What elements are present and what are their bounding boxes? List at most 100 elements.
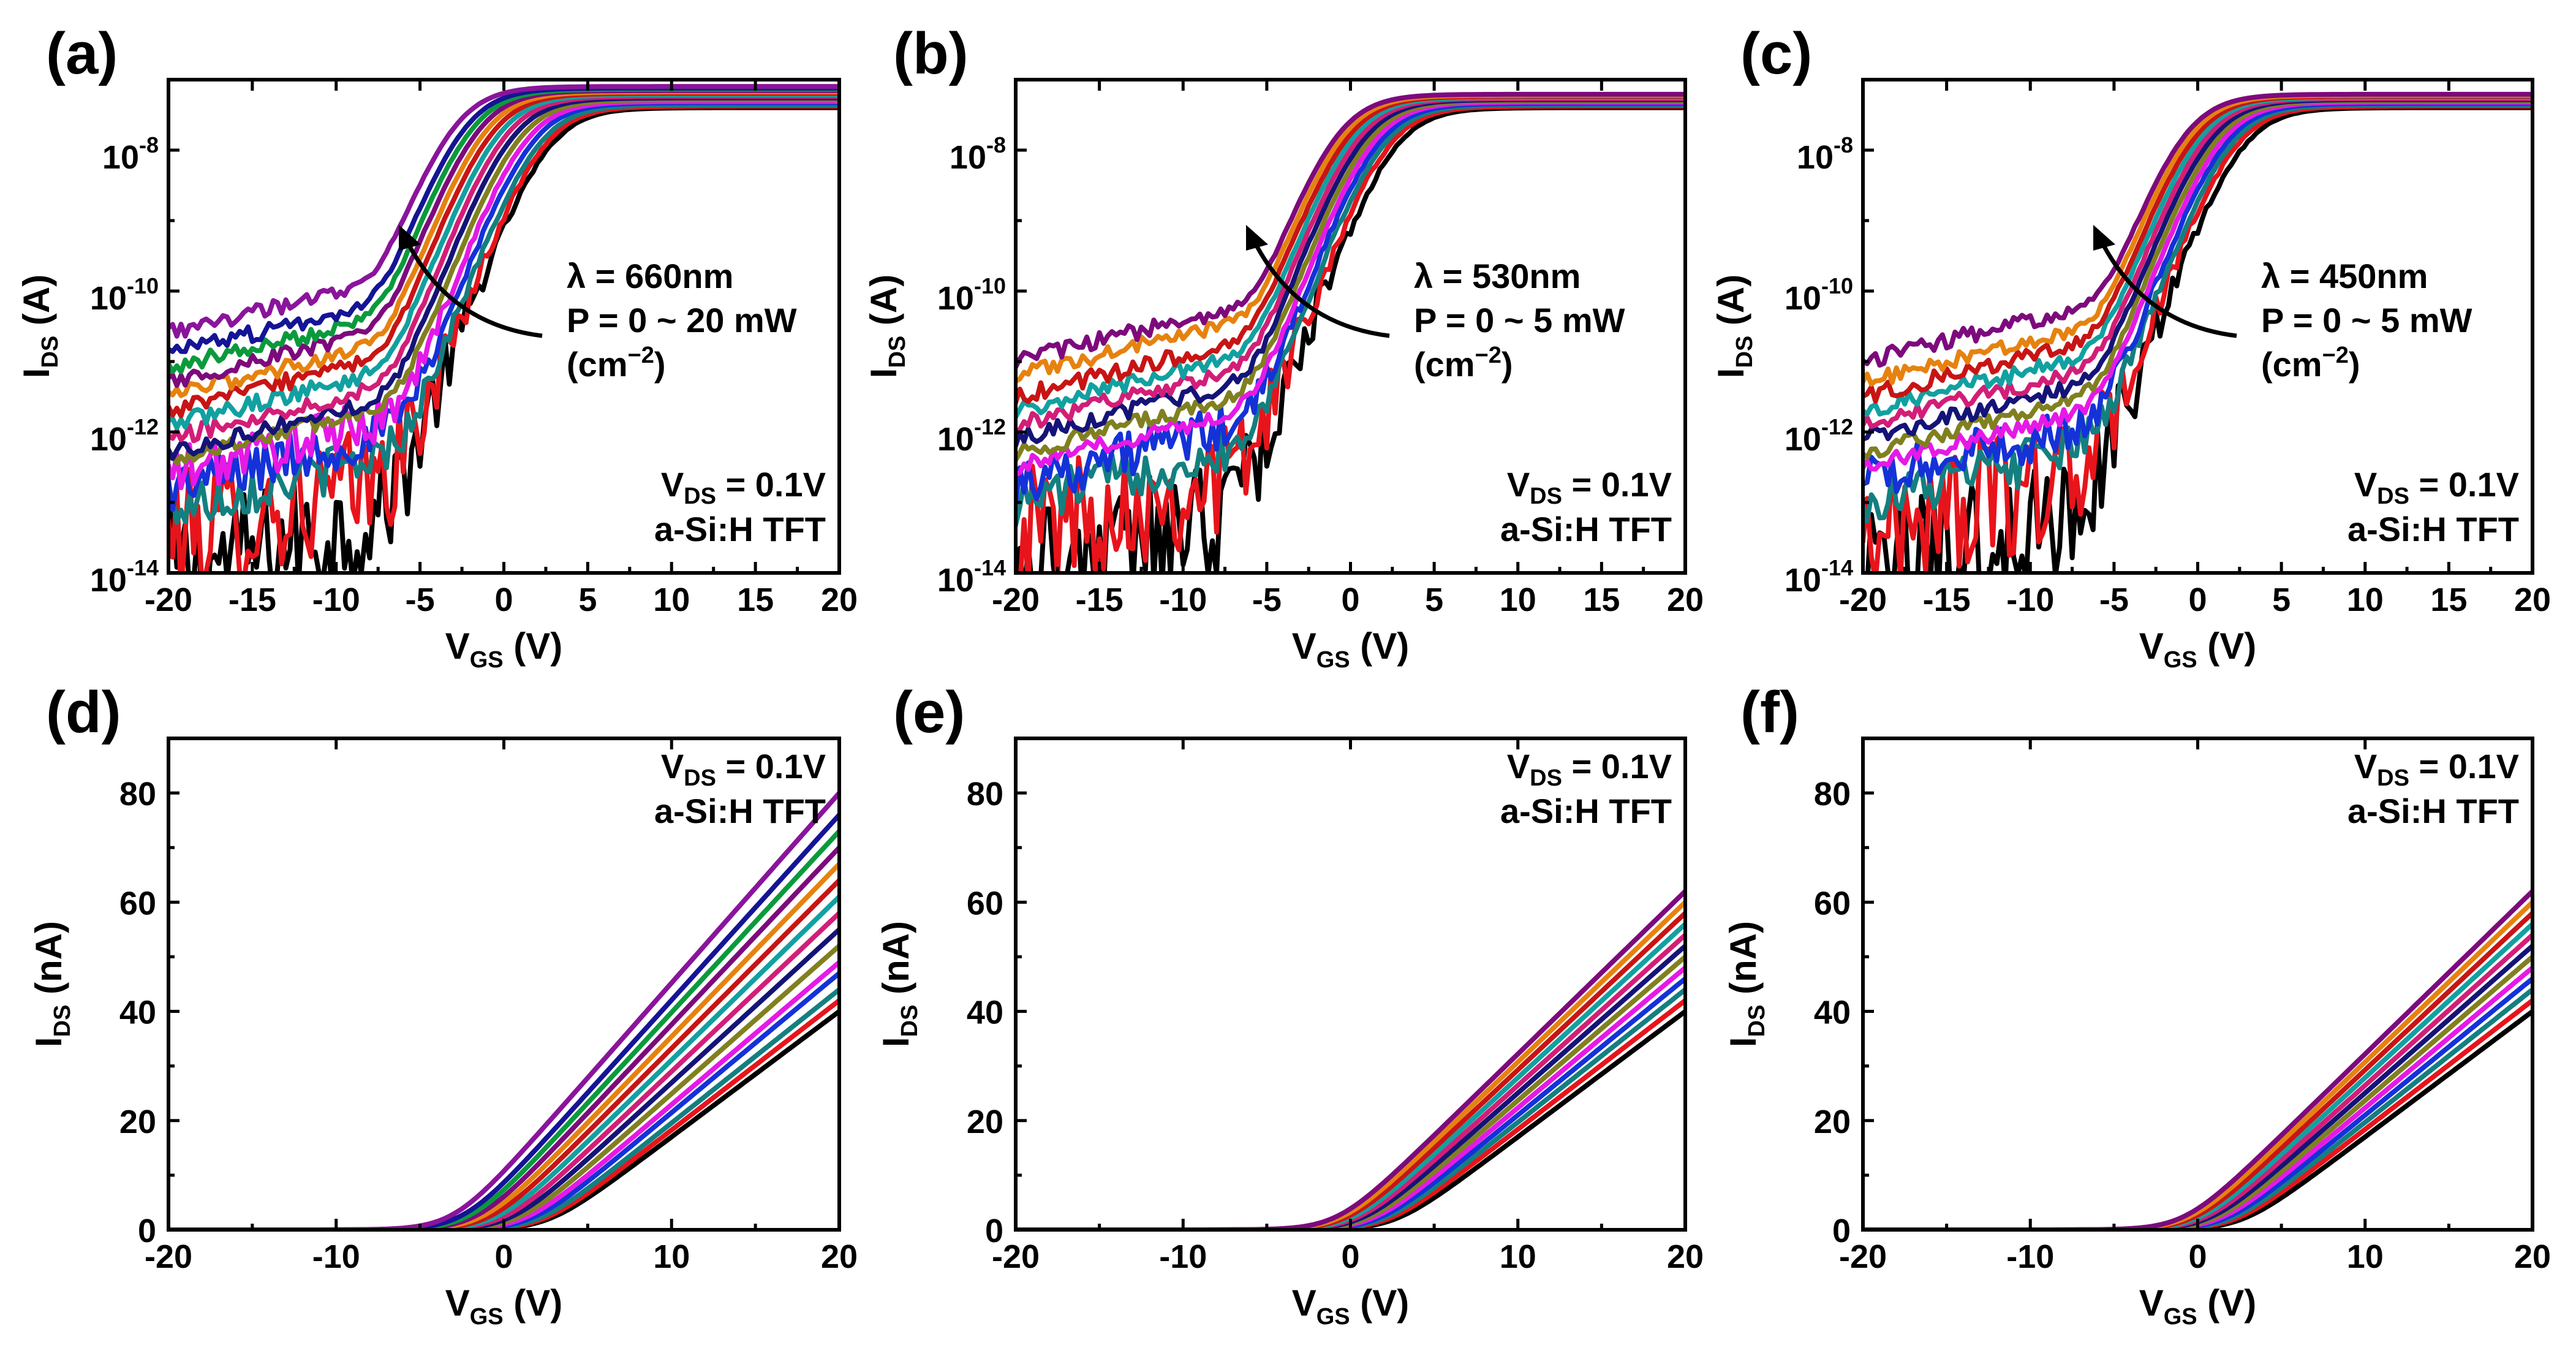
- panel-f: -20 -10 0 10 20 0 20 40 60 80 VGS (V) IDS (nA) (f) VD…: [1723, 680, 2551, 1330]
- series-line-10: [1863, 911, 2533, 1230]
- x-tick-label: 5: [578, 582, 597, 618]
- vds-annotation: VDS = 0.1V: [2354, 747, 2519, 791]
- x-tick-label: 15: [1583, 582, 1620, 618]
- series-line-15: [168, 84, 839, 339]
- x-tick-label: 15: [737, 582, 774, 618]
- series-line-9: [168, 894, 839, 1230]
- x-tick-label: -10: [2006, 1238, 2054, 1275]
- y-tick-label: 10-12: [937, 414, 1006, 458]
- x-tick-label: -5: [1252, 582, 1282, 618]
- x-tick-label: -5: [2099, 582, 2129, 618]
- x-tick-label: -5: [406, 582, 435, 618]
- x-tick-label: 5: [2272, 582, 2291, 618]
- x-tick-label: -20: [992, 1238, 1040, 1275]
- series-line-12: [1016, 91, 1685, 370]
- wavelength-label: λ = 450nm: [2261, 257, 2428, 295]
- series-group: [1863, 888, 2533, 1230]
- x-tick-label: 10: [2347, 1238, 2384, 1275]
- x-tick-label: -15: [1923, 582, 1971, 618]
- wavelength-label: λ = 530nm: [1414, 257, 1581, 295]
- x-tick-label: 20: [1667, 582, 1704, 618]
- power-arrow: [2099, 241, 2237, 338]
- x-axis-label: VGS (V): [1292, 1282, 1410, 1330]
- series-line-9: [1863, 95, 2533, 417]
- series-group: [1863, 91, 2533, 573]
- panel-letter: (a): [46, 21, 118, 86]
- series-line-11: [1016, 900, 1685, 1230]
- x-axis-label: VGS (V): [2139, 1282, 2257, 1330]
- x-tick-label: 0: [2188, 582, 2207, 618]
- y-tick-label: 80: [119, 776, 156, 813]
- x-tick-label: 0: [1341, 1238, 1359, 1275]
- series-group: [1016, 888, 1685, 1230]
- y-tick-label: 0: [985, 1213, 1003, 1249]
- y-axis-label: IDS (nA): [28, 921, 75, 1047]
- vds-annotation: VDS = 0.1V: [661, 747, 826, 791]
- series-line-14: [168, 812, 839, 1230]
- panel-letter: (f): [1740, 680, 1799, 745]
- wavelength-label: λ = 660nm: [567, 257, 733, 295]
- arrow-head: [2093, 225, 2115, 251]
- y-tick-label: 80: [967, 776, 1003, 813]
- y-tick-label: 10-12: [1785, 414, 1853, 458]
- x-tick-label: 5: [1425, 582, 1443, 618]
- power-label: P = 0 ~ 20 mW: [567, 301, 797, 339]
- x-axis-label: VGS (V): [1292, 626, 1410, 673]
- x-tick-label: 20: [2514, 582, 2551, 618]
- y-axis-label: IDS (nA): [1723, 921, 1770, 1047]
- panel-e: -20 -10 0 10 20 0 20 40 60 80 VGS (V) IDS (nA) (e) VD…: [875, 680, 1704, 1330]
- x-tick-label: 10: [1500, 1238, 1536, 1275]
- series-line-11: [168, 862, 839, 1230]
- y-tick-label: 10-10: [937, 273, 1006, 317]
- x-tick-label: 20: [821, 582, 858, 618]
- series-group: [168, 84, 839, 573]
- x-tick-label: -10: [312, 582, 360, 618]
- x-axis-label: VGS (V): [445, 1282, 563, 1330]
- y-tick-label: 10-8: [1797, 132, 1853, 176]
- power-label: P = 0 ~ 5 mW: [2261, 301, 2472, 339]
- series-line-12: [1863, 91, 2533, 368]
- y-axis-label: IDS (A): [16, 275, 63, 378]
- y-tick-label: 60: [967, 885, 1003, 922]
- y-tick-label: 10-8: [102, 132, 159, 176]
- device-annotation: a-Si:H TFT: [1500, 510, 1672, 548]
- series-group: [168, 790, 839, 1230]
- x-tick-label: -10: [1159, 1238, 1207, 1275]
- y-tick-label: 40: [119, 995, 156, 1031]
- y-tick-label: 20: [967, 1104, 1003, 1140]
- vds-annotation: VDS = 0.1V: [1507, 747, 1672, 791]
- x-tick-label: -10: [2006, 582, 2054, 618]
- series-line-9: [168, 92, 839, 431]
- series-line-10: [1016, 911, 1685, 1230]
- x-tick-label: 0: [494, 582, 513, 618]
- y-axis-label: IDS (A): [863, 275, 910, 378]
- x-tick-label: 0: [2188, 1238, 2207, 1275]
- x-tick-label: -20: [992, 582, 1040, 618]
- x-tick-label: 15: [2430, 582, 2467, 618]
- x-tick-label: -20: [145, 582, 192, 618]
- x-tick-label: -15: [1076, 582, 1124, 618]
- x-tick-label: 10: [2347, 582, 2384, 618]
- series-line-8: [168, 911, 839, 1230]
- power-arrow: [1252, 241, 1390, 338]
- x-tick-label: -15: [229, 582, 276, 618]
- y-tick-label: 60: [119, 885, 156, 922]
- x-tick-label: 20: [1667, 1238, 1704, 1275]
- panel-letter: (d): [46, 680, 121, 745]
- y-tick-label: 10-14: [937, 555, 1006, 599]
- device-annotation: a-Si:H TFT: [654, 792, 826, 830]
- y-tick-label: 60: [1814, 885, 1851, 922]
- power-arrow: [405, 241, 543, 338]
- device-annotation: a-Si:H TFT: [2347, 510, 2519, 548]
- y-tick-label: 10-14: [90, 555, 159, 599]
- y-tick-label: 80: [1814, 776, 1851, 813]
- series-line-10: [168, 877, 839, 1230]
- y-tick-label: 0: [1832, 1213, 1851, 1249]
- x-tick-label: 0: [1341, 582, 1359, 618]
- y-tick-label: 40: [967, 995, 1003, 1031]
- x-tick-label: -10: [1159, 582, 1207, 618]
- panel-a: -20 -15 -10 -5 0 5 10 15 20 10-14 10-12 10-10 10-8 VG…: [16, 21, 858, 673]
- panel-letter: (e): [893, 680, 965, 745]
- y-axis-label: IDS (A): [1710, 275, 1758, 378]
- panel-letter: (b): [893, 21, 969, 86]
